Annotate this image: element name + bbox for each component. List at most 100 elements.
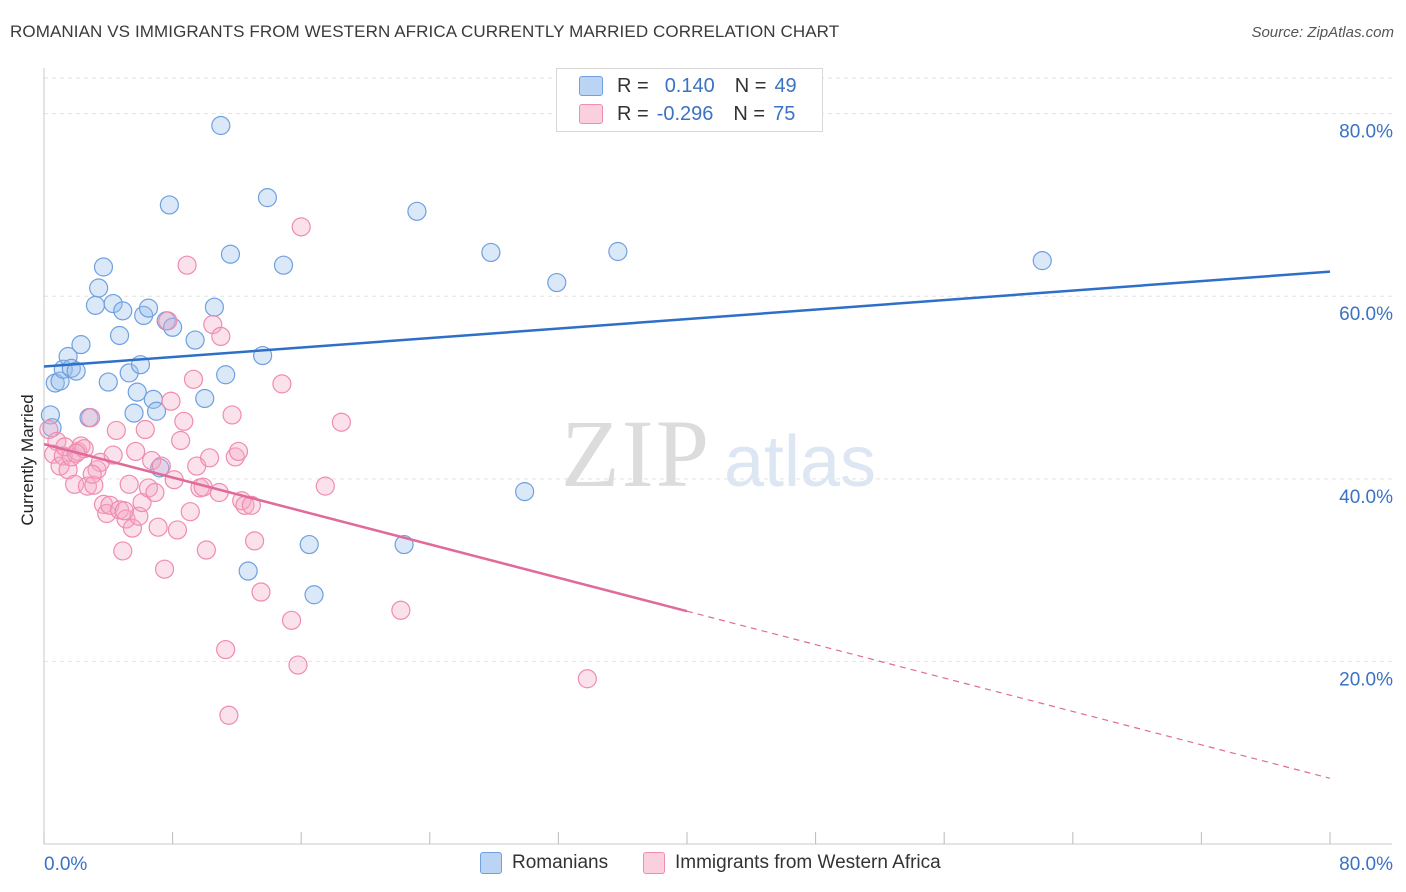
romanians-point	[257, 188, 278, 208]
legend-swatch-romanians	[579, 76, 603, 96]
immigrants-point	[177, 255, 197, 275]
romanians-point	[1032, 251, 1052, 271]
immigrants-point	[331, 412, 351, 432]
immigrants-point	[241, 495, 261, 515]
x-tick-label: 0.0%	[44, 854, 87, 875]
bottom-legend-immigrants: Immigrants from Western Africa	[643, 852, 941, 874]
legend-r-value: -0.296	[656, 102, 714, 125]
romanians-point	[547, 272, 567, 293]
immigrants-point	[577, 669, 597, 689]
romanians-point	[608, 241, 628, 262]
immigrants-point	[82, 464, 102, 484]
immigrants-point	[81, 408, 101, 428]
y-tick-label: 80.0%	[1339, 122, 1393, 143]
immigrants-point	[272, 374, 292, 394]
immigrants-point	[222, 405, 242, 425]
romanians-point	[109, 325, 130, 346]
immigrants-point	[126, 441, 146, 462]
romanians-point	[146, 401, 167, 421]
watermark-atlas: atlas	[724, 422, 876, 502]
romanians-point	[127, 382, 147, 402]
romanians-point	[93, 257, 114, 277]
immigrants-point	[154, 559, 175, 579]
y-tick-label: 40.0%	[1339, 487, 1393, 508]
immigrants-point	[228, 441, 249, 462]
immigrants-point	[251, 582, 271, 602]
romanians-point	[89, 278, 109, 298]
romanians-point	[204, 297, 224, 317]
romanians-point	[71, 335, 91, 355]
immigrants-point	[244, 531, 265, 551]
bottom-legend-label: Romanians	[512, 852, 609, 873]
romanians-point	[66, 361, 86, 381]
immigrants-point	[103, 445, 123, 465]
immigrants-point	[106, 420, 126, 441]
immigrants-trend-extension	[686, 610, 1331, 779]
watermark: ZIP atlas	[561, 400, 876, 507]
romanians-point	[98, 372, 118, 392]
legend-n-label: N =	[734, 74, 767, 97]
immigrants-point	[391, 600, 411, 620]
immigrants-point	[122, 518, 143, 538]
bottom-legend-label: Immigrants from Western Africa	[675, 852, 941, 873]
romanians-point	[50, 371, 70, 391]
romanians-point	[211, 115, 231, 136]
immigrants-point	[196, 540, 216, 560]
axes	[43, 68, 1392, 845]
bottom-swatch-romanians	[480, 852, 502, 874]
immigrants-point	[174, 411, 194, 431]
romanians-point	[138, 298, 159, 318]
romanians-point	[273, 255, 294, 275]
romanians-point	[124, 403, 144, 423]
immigrants-point	[77, 476, 98, 496]
y-tick-label: 60.0%	[1339, 304, 1393, 325]
legend-row-romanians: R = 0.140 N = 49	[579, 74, 797, 98]
romanians-point	[195, 388, 215, 409]
immigrants-points	[39, 217, 597, 725]
romanians-point	[238, 561, 258, 581]
correlation-legend: R = 0.140 N = 49 R = -0.296 N = 75	[556, 68, 823, 132]
romanians-trend-line	[43, 270, 1331, 368]
y-tick-label: 20.0%	[1339, 669, 1393, 690]
immigrants-point	[145, 482, 165, 503]
romanians-point	[407, 201, 427, 221]
legend-n-value: 75	[773, 102, 796, 125]
immigrants-point	[114, 501, 134, 521]
romanians-point	[216, 365, 236, 385]
immigrants-point	[180, 502, 200, 522]
bottom-legend-romanians: Romanians	[480, 852, 608, 874]
romanians-points	[40, 115, 1052, 605]
immigrants-point	[211, 326, 231, 347]
immigrants-point	[219, 705, 239, 725]
romanians-point	[113, 301, 133, 321]
chart-title: ROMANIAN VS IMMIGRANTS FROM WESTERN AFRI…	[10, 22, 840, 41]
immigrants-trend-line	[43, 442, 688, 613]
immigrants-point	[167, 520, 188, 540]
immigrants-point	[281, 610, 302, 630]
immigrants-point	[216, 639, 236, 660]
legend-n-value: 49	[774, 74, 797, 97]
immigrants-point	[161, 391, 181, 411]
romanians-point	[515, 482, 535, 502]
immigrants-point	[171, 430, 191, 451]
trend-lines	[43, 270, 1331, 779]
immigrants-point	[148, 517, 168, 537]
immigrants-point	[225, 447, 245, 467]
source-label: Source: ZipAtlas.com	[1251, 24, 1394, 41]
legend-swatch-immigrants	[579, 104, 603, 124]
bottom-swatch-immigrants	[643, 852, 665, 874]
x-tick-label: 80.0%	[1339, 854, 1393, 875]
immigrants-point	[135, 419, 155, 440]
legend-r-label: R =	[617, 102, 649, 125]
immigrants-point	[142, 450, 162, 471]
immigrants-point	[183, 369, 204, 389]
romanians-point	[304, 585, 324, 605]
immigrants-point	[158, 311, 178, 331]
immigrants-point	[288, 655, 308, 675]
romanians-point	[103, 293, 123, 314]
legend-r-value: 0.140	[664, 74, 715, 97]
immigrants-point	[100, 495, 120, 515]
watermark-zip: ZIP	[561, 400, 711, 507]
immigrants-point	[119, 474, 139, 494]
